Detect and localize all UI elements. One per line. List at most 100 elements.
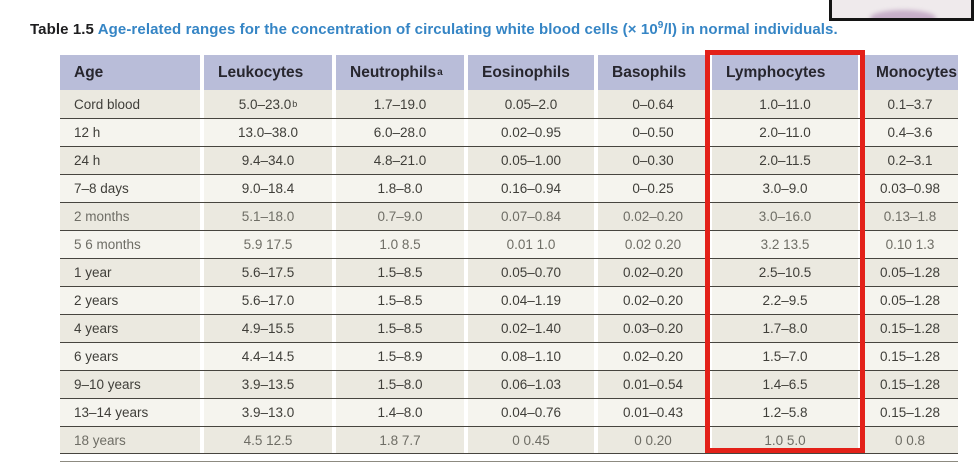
value-cell: 0.15–1.28 <box>862 343 958 370</box>
table-number: Table 1.5 <box>30 21 94 38</box>
value-cell: 0.05–2.0 <box>468 90 594 118</box>
table-row: 5 6 months 5.9 17.5 1.0 8.5 0.01 1.0 0.02 0.… <box>60 230 958 258</box>
value-cell: 1.7–19.0 <box>336 90 464 118</box>
value-cell: 0.04–1.19 <box>468 287 594 314</box>
value-cell: 0.4–3.6 <box>862 119 958 146</box>
age-cell: 2 years <box>60 287 200 314</box>
value-cell: 0.15–1.28 <box>862 399 958 426</box>
value-cell: 0 0.45 <box>468 427 594 453</box>
value-cell: 0.1–3.7 <box>862 90 958 118</box>
value-cell: 0.16–0.94 <box>468 175 594 202</box>
table-row: 13–14 years 3.9–13.0 1.4–8.0 0.04–0.76 0.01–… <box>60 398 958 426</box>
value-cell: 1.5–8.5 <box>336 287 464 314</box>
age-cell: 7–8 days <box>60 175 200 202</box>
column-header-basophils: Basophils <box>598 55 708 90</box>
value-cell: 3.9–13.0 <box>204 399 332 426</box>
value-cell: 9.0–18.4 <box>204 175 332 202</box>
value-cell: 1.4–8.0 <box>336 399 464 426</box>
table-row: 2 years 5.6–17.0 1.5–8.5 0.04–1.19 0.02–0.20… <box>60 286 958 314</box>
value-cell: 4.8–21.0 <box>336 147 464 174</box>
value-cell: 2.0–11.0 <box>712 119 858 146</box>
value-cell: 1.4–6.5 <box>712 371 858 398</box>
value-cell: 0.06–1.03 <box>468 371 594 398</box>
table-row: 1 year 5.6–17.5 1.5–8.5 0.05–0.70 0.02–0.20 2… <box>60 258 958 286</box>
value-cell: 1.5–8.0 <box>336 371 464 398</box>
table-row: 4 years 4.9–15.5 1.5–8.5 0.02–1.40 0.03–0.20… <box>60 314 958 342</box>
table-row: 2 months 5.1–18.0 0.7–9.0 0.07–0.84 0.02–0.2… <box>60 202 958 230</box>
age-cell: 4 years <box>60 315 200 342</box>
value-cell: 1.2–5.8 <box>712 399 858 426</box>
value-cell: 4.9–15.5 <box>204 315 332 342</box>
value-cell: 0.2–3.1 <box>862 147 958 174</box>
value-cell: 3.0–9.0 <box>712 175 858 202</box>
value-cell: 3.0–16.0 <box>712 203 858 230</box>
value-cell: 1.0 5.0 <box>712 427 858 453</box>
value-cell: 5.9 17.5 <box>204 231 332 258</box>
value-cell: 0.15–1.28 <box>862 371 958 398</box>
value-cell: 3.2 13.5 <box>712 231 858 258</box>
table-row: Cord blood 5.0–23.0 b 1.7–19.0 0.05–2.0 0–0.6… <box>60 90 958 118</box>
table-caption: Table 1.5 Age-related ranges for the con… <box>30 20 838 38</box>
value-cell: 0.02–0.95 <box>468 119 594 146</box>
value-cell: 5.6–17.0 <box>204 287 332 314</box>
value-cell: 1.7–8.0 <box>712 315 858 342</box>
table-body: Cord blood 5.0–23.0 b 1.7–19.0 0.05–2.0 0–0.6… <box>60 90 958 454</box>
value-cell: 0 0.20 <box>598 427 708 453</box>
header-row: Age Leukocytes Neutrophils a Eosinophils … <box>60 55 958 90</box>
table-row: 18 years 4.5 12.5 1.8 7.7 0 0.45 0 0.20 1.0 5… <box>60 426 958 454</box>
value-cell: 2.2–9.5 <box>712 287 858 314</box>
table-row: 7–8 days 9.0–18.4 1.8–8.0 0.16–0.94 0–0.25 3.… <box>60 174 958 202</box>
value-cell: 0.7–9.0 <box>336 203 464 230</box>
value-cell: 2.5–10.5 <box>712 259 858 286</box>
value-cell: 1.0 8.5 <box>336 231 464 258</box>
value-cell: 0–0.25 <box>598 175 708 202</box>
column-header-age: Age <box>60 55 200 90</box>
cell-micrograph-fragment <box>870 10 936 18</box>
value-cell: 0–0.30 <box>598 147 708 174</box>
age-cell: Cord blood <box>60 90 200 118</box>
column-header-leukocytes: Leukocytes <box>204 55 332 90</box>
value-cell: 0.02–0.20 <box>598 203 708 230</box>
value-cell: 0.05–0.70 <box>468 259 594 286</box>
value-cell: 0.07–0.84 <box>468 203 594 230</box>
age-cell: 9–10 years <box>60 371 200 398</box>
value-cell: 9.4–34.0 <box>204 147 332 174</box>
value-cell: 5.1–18.0 <box>204 203 332 230</box>
footnote-marker: b <box>292 99 298 109</box>
value-cell: 0.02–0.20 <box>598 287 708 314</box>
value-cell: 0.05–1.28 <box>862 287 958 314</box>
age-cell: 13–14 years <box>60 399 200 426</box>
value-cell: 13.0–38.0 <box>204 119 332 146</box>
value-cell: 1.8–8.0 <box>336 175 464 202</box>
value-cell: 5.6–17.5 <box>204 259 332 286</box>
wbc-ranges-table: Age Leukocytes Neutrophils a Eosinophils … <box>60 55 958 454</box>
value-cell: 0.02–1.40 <box>468 315 594 342</box>
value-cell: 0.04–0.76 <box>468 399 594 426</box>
value-cell: 5.0–23.0 b <box>204 90 332 118</box>
value-cell: 0.10 1.3 <box>862 231 958 258</box>
value-cell: 1.5–8.5 <box>336 315 464 342</box>
table-row: 9–10 years 3.9–13.5 1.5–8.0 0.06–1.03 0.01–0… <box>60 370 958 398</box>
value-cell: 0.05–1.28 <box>862 259 958 286</box>
age-cell: 12 h <box>60 119 200 146</box>
age-cell: 18 years <box>60 427 200 453</box>
value-cell: 1.8 7.7 <box>336 427 464 453</box>
age-cell: 6 years <box>60 343 200 370</box>
value-cell: 2.0–11.5 <box>712 147 858 174</box>
value-cell: 0.08–1.10 <box>468 343 594 370</box>
value-cell: 0.02 0.20 <box>598 231 708 258</box>
value-cell: 0.15–1.28 <box>862 315 958 342</box>
column-header-neutrophils: Neutrophils a <box>336 55 464 90</box>
value-cell: 1.0–11.0 <box>712 90 858 118</box>
value-cell: 0–0.50 <box>598 119 708 146</box>
age-cell: 5 6 months <box>60 231 200 258</box>
table-row: 12 h 13.0–38.0 6.0–28.0 0.02–0.95 0–0.50 2.0–… <box>60 118 958 146</box>
value-cell: 0.02–0.20 <box>598 343 708 370</box>
table-bottom-rule <box>60 461 958 462</box>
value-cell: 0.01–0.43 <box>598 399 708 426</box>
value-cell: 0 0.8 <box>862 427 958 453</box>
value-cell: 3.9–13.5 <box>204 371 332 398</box>
column-header-lymphocytes: Lymphocytes <box>712 55 858 90</box>
column-header-monocytes: Monocytes <box>862 55 958 90</box>
partial-image-box <box>829 0 974 21</box>
